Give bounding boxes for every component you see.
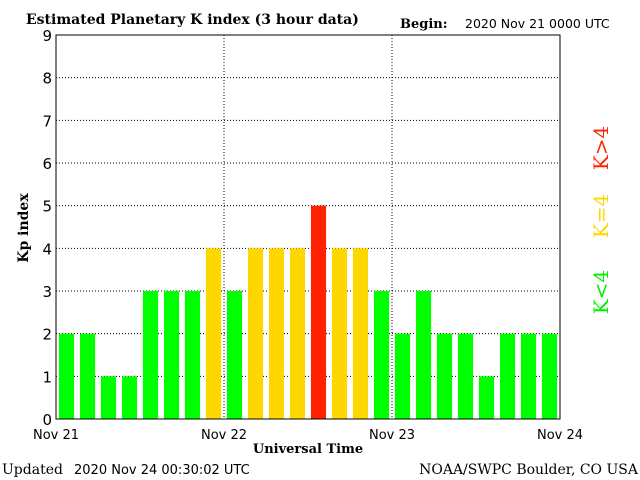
x-axis-label: Universal Time [253, 442, 363, 457]
plot-frame [55, 34, 561, 420]
begin-label: Begin: [400, 17, 448, 32]
kp-bar [226, 291, 243, 419]
kp-bar [142, 291, 159, 419]
kp-bar [268, 248, 285, 419]
x-tick-labels: Nov 21 Nov 22 Nov 23 Nov 24 [33, 428, 583, 443]
updated-label: Updated [2, 462, 63, 478]
kp-bar [457, 333, 474, 419]
kp-bar [499, 333, 516, 419]
kp-bar [436, 333, 453, 419]
kp-bar [289, 248, 306, 419]
y-tick-label: 0 [42, 411, 52, 429]
y-tick-label: 2 [42, 326, 52, 344]
updated-value: 2020 Nov 24 00:30:02 UTC [74, 463, 250, 478]
credit-text: NOAA/SWPC Boulder, CO USA [419, 462, 639, 478]
kp-bar [184, 291, 201, 419]
kp-bar [79, 333, 96, 419]
grid-lines [56, 34, 560, 419]
kp-bar [520, 333, 537, 419]
bars [58, 205, 558, 419]
kp-bar [205, 248, 222, 419]
kp-bar [310, 205, 327, 419]
begin-value: 2020 Nov 21 0000 UTC [465, 16, 610, 31]
y-tick-label: 5 [42, 198, 52, 216]
kp-bar [331, 248, 348, 419]
y-tick-label: 9 [42, 27, 52, 45]
kp-bar [163, 291, 180, 419]
x-tick-label: Nov 24 [537, 428, 583, 443]
y-tick-label: 8 [42, 70, 52, 88]
kp-bar [58, 333, 75, 419]
y-tick-label: 4 [42, 240, 52, 258]
kp-bar [352, 248, 369, 419]
kp-bar [415, 291, 432, 419]
y-tick-label: 1 [42, 368, 52, 386]
kp-bar [100, 376, 117, 419]
legend-equal: K=4 [589, 194, 613, 238]
chart-title: Estimated Planetary K index (3 hour data… [26, 12, 359, 28]
x-tick-label: Nov 21 [33, 428, 79, 443]
kp-bar [121, 376, 138, 419]
kp-bar [394, 333, 411, 419]
legend-low: K<4 [589, 270, 613, 314]
y-tick-label: 3 [42, 283, 52, 301]
y-tick-label: 6 [42, 155, 52, 173]
legend-high: K>4 [589, 126, 613, 170]
kp-bar [373, 291, 390, 419]
kp-bar [247, 248, 264, 419]
y-tick-label: 7 [42, 112, 52, 130]
x-tick-label: Nov 23 [369, 428, 415, 443]
kp-bar [541, 333, 558, 419]
kp-bar [478, 376, 495, 419]
x-tick-label: Nov 22 [201, 428, 247, 443]
y-axis-label: Kp index [16, 193, 32, 263]
y-tick-labels: 0 1 2 3 4 5 6 7 8 9 [42, 27, 52, 429]
